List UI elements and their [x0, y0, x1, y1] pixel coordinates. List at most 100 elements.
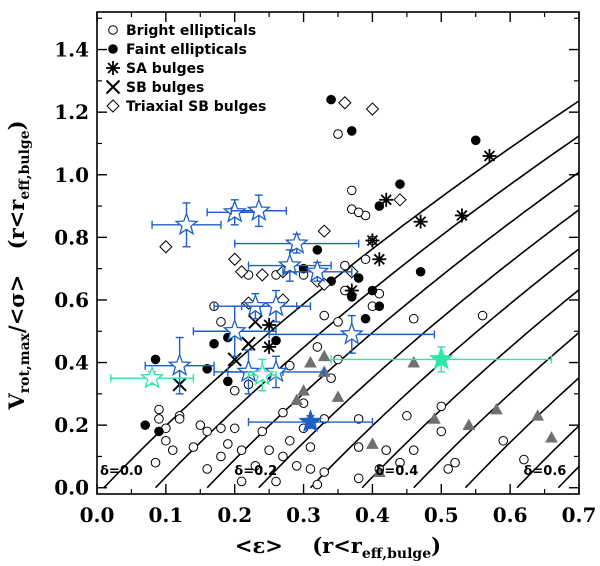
gray-triangle-point: [531, 409, 545, 421]
star-marker: [222, 318, 247, 342]
asterisk-stroke: [366, 234, 379, 247]
gray-triangle-point: [490, 402, 503, 415]
asterisk-stroke: [415, 216, 427, 228]
asterisk-stroke: [380, 194, 392, 206]
blue-open-star-point: [230, 194, 288, 228]
faint-elliptical-point: [470, 135, 481, 146]
delta-labels: δ=0.0 δ=0.2 δ=0.4 δ=0.6: [100, 464, 566, 479]
bright-elliptical-point: [353, 473, 364, 484]
bright-elliptical-point: [408, 445, 419, 455]
faint-elliptical-point: [140, 420, 150, 430]
legend-label: SB bulges: [126, 80, 204, 96]
star-marker: [298, 409, 323, 433]
triaxial-sb-bulge-point: [255, 268, 269, 282]
bright-elliptical-point: [278, 407, 288, 418]
model-curve: [206, 171, 579, 489]
blue-open-star-point: [144, 336, 215, 395]
bright-elliptical-point: [223, 439, 233, 449]
gray-triangle-point: [462, 418, 476, 431]
bright-elliptical-point: [360, 254, 371, 265]
blue-open-star-point: [151, 202, 222, 248]
bright-elliptical-point: [305, 442, 316, 452]
triaxial-sb-bulge-point: [393, 193, 407, 207]
sa-bulge-point: [482, 148, 497, 163]
asterisk-stroke: [456, 209, 468, 222]
triaxial-sb-bulge-point: [317, 224, 331, 238]
gray-triangle-point: [290, 393, 304, 406]
star-marker: [167, 352, 192, 377]
legend-open-circle-icon: [108, 25, 118, 35]
star-marker: [246, 197, 272, 222]
bright-elliptical-point: [312, 479, 323, 490]
triaxial-sb-bulge-point: [159, 240, 173, 254]
legend-asterisk-icon: [107, 62, 119, 74]
x-tick-label: 0.7: [562, 503, 597, 527]
faint-elliptical-point: [353, 273, 364, 283]
sa-bulge-point: [413, 214, 428, 229]
asterisk-stroke: [483, 150, 496, 162]
star-marker: [277, 252, 303, 276]
faint-elliptical-point: [367, 285, 378, 296]
legend-diamond-icon: [106, 99, 120, 113]
legend-item: Bright ellipticals: [108, 23, 256, 39]
x-tick-label: 0.1: [148, 503, 183, 527]
delta-label: δ=0.2: [234, 464, 277, 479]
bright-elliptical-point: [436, 426, 447, 437]
green-open-star-point: [247, 358, 277, 392]
bright-elliptical-point: [477, 310, 488, 321]
legend-cross-icon: [105, 79, 121, 95]
model-curve: [258, 208, 579, 489]
legend-label: SA bulges: [126, 61, 204, 77]
sa-bulge-point: [454, 208, 469, 223]
gray-triangle-point: [304, 356, 317, 368]
faint-elliptical-point: [415, 266, 426, 277]
triaxial-sb-bulge-point: [228, 252, 242, 266]
blue-open-star-point: [234, 230, 360, 255]
star-marker: [305, 258, 330, 283]
bright-elliptical-point: [333, 129, 343, 139]
faint-elliptical-point: [154, 426, 164, 437]
y-tick-label: 0.4: [54, 351, 89, 375]
bright-elliptical-point: [229, 385, 240, 396]
bright-elliptical-point: [395, 457, 405, 468]
asterisk-stroke: [346, 284, 358, 297]
sa-bulge-point: [262, 339, 277, 354]
legend-label: Bright ellipticals: [126, 23, 256, 39]
faint-elliptical-point: [360, 313, 371, 324]
delta-label: δ=0.4: [375, 464, 418, 479]
bright-elliptical-point: [161, 435, 171, 446]
bright-elliptical-point: [346, 185, 357, 196]
gray-triangle-point: [331, 390, 345, 402]
bright-elliptical-point: [319, 467, 330, 477]
gray-triangle-point: [407, 356, 421, 368]
star-marker: [139, 365, 165, 389]
bright-elliptical-point: [257, 426, 268, 437]
bright-elliptical-point: [216, 423, 226, 434]
faint-elliptical-point: [374, 301, 385, 312]
faint-elliptical-point: [202, 364, 212, 374]
gray-triangle-point: [366, 437, 379, 449]
star-marker: [243, 293, 268, 317]
legend: Bright ellipticals Faint ellipticals SA bu…: [105, 23, 266, 115]
x-axis-title: <ε> (r<reff,bulge): [235, 533, 441, 562]
gray-triangle-point: [317, 349, 331, 362]
model-curve: [464, 376, 579, 489]
legend-filled-circle-icon: [108, 44, 118, 54]
star-marker: [174, 211, 199, 236]
bright-elliptical-point: [264, 445, 274, 455]
faint-elliptical-point: [209, 338, 219, 349]
bright-elliptical-point: [150, 457, 161, 468]
delta-label: δ=0.6: [523, 464, 566, 479]
y-tick-label: 1.2: [54, 100, 89, 124]
bright-elliptical-point: [271, 476, 281, 487]
faint-elliptical-point: [395, 179, 405, 189]
faint-elliptical-point: [346, 126, 357, 136]
x-tick-label: 0.5: [424, 503, 459, 527]
faint-elliptical-point: [326, 94, 336, 105]
bright-elliptical-point: [216, 451, 226, 462]
blue-open-star-point: [240, 289, 312, 323]
x-tick-label: 0.3: [286, 503, 321, 527]
gray-triangle-point: [428, 412, 441, 424]
bright-elliptical-point: [229, 423, 240, 434]
triaxial-sb-bulge-point: [365, 102, 380, 116]
